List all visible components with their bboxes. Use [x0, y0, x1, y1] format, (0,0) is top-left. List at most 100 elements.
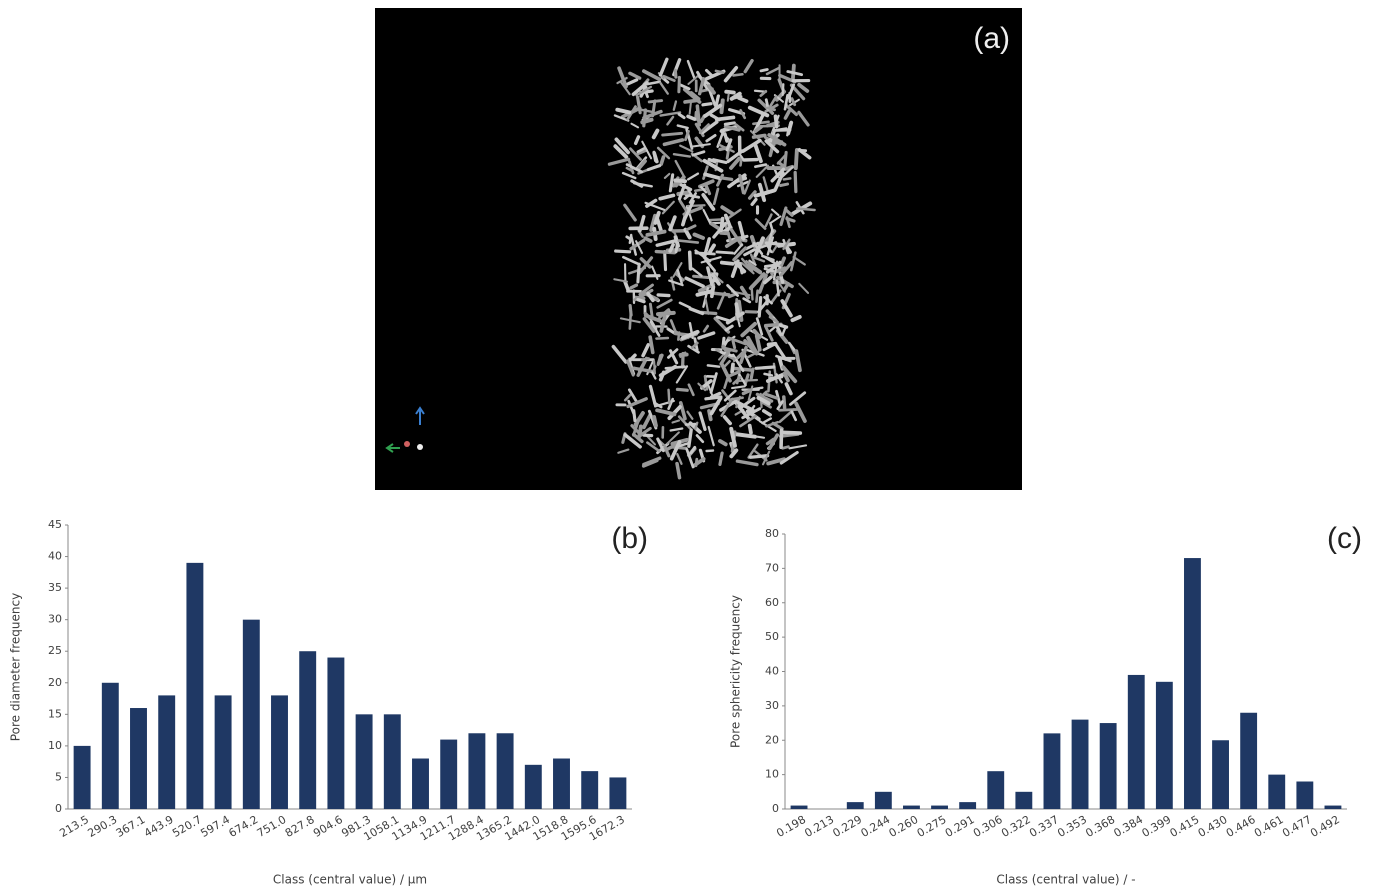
- strut: [745, 433, 766, 439]
- strut: [625, 359, 635, 377]
- strut: [763, 372, 774, 377]
- strut: [773, 114, 779, 129]
- strut: [718, 439, 728, 447]
- strut: [754, 163, 768, 169]
- strut: [723, 66, 739, 83]
- strut: [656, 437, 665, 453]
- strut: [701, 193, 716, 211]
- bar: [1268, 774, 1286, 809]
- strut: [771, 208, 780, 217]
- strut: [611, 344, 628, 364]
- strut: [656, 146, 671, 160]
- strut: [662, 138, 685, 147]
- bar: [496, 733, 514, 809]
- strut: [775, 279, 780, 297]
- strut: [771, 243, 779, 254]
- strut: [748, 259, 757, 266]
- strut: [687, 428, 693, 448]
- strut: [674, 242, 679, 254]
- strut: [796, 207, 816, 212]
- x-tick-label: 0.244: [859, 813, 893, 840]
- strut: [619, 80, 631, 96]
- strut: [697, 77, 706, 96]
- strut: [659, 155, 666, 166]
- bar: [1099, 723, 1117, 809]
- strut: [685, 447, 695, 469]
- strut: [655, 239, 677, 247]
- y-tick-label: 20: [765, 733, 779, 746]
- strut: [718, 451, 724, 466]
- strut: [765, 437, 776, 446]
- strut: [678, 401, 687, 421]
- x-axis-title: Class (central value) / µm: [273, 873, 427, 887]
- strut: [725, 138, 733, 152]
- strut: [679, 351, 687, 358]
- strut: [768, 315, 779, 324]
- strut: [653, 210, 661, 225]
- strut: [662, 74, 676, 82]
- strut: [724, 324, 734, 332]
- strut: [716, 291, 726, 310]
- strut: [759, 89, 768, 97]
- strut: [739, 345, 748, 365]
- strut: [732, 376, 742, 385]
- strut: [731, 353, 745, 372]
- strut: [737, 96, 749, 104]
- strut: [706, 266, 714, 287]
- strut: [705, 133, 717, 143]
- bar: [874, 791, 892, 809]
- x-tick-label: 0.353: [1055, 813, 1089, 840]
- strut: [700, 379, 713, 390]
- strut: [658, 193, 676, 201]
- strut: [687, 250, 693, 271]
- bar: [987, 771, 1005, 809]
- strut: [767, 133, 787, 147]
- axis-gizmo: [385, 443, 400, 453]
- bar: [790, 805, 808, 809]
- strut: [785, 216, 796, 223]
- axis-gizmo: [417, 444, 423, 450]
- strut: [648, 302, 654, 319]
- strut: [793, 170, 798, 194]
- strut: [782, 238, 791, 251]
- strut: [749, 367, 755, 380]
- strut: [686, 114, 697, 121]
- bar: [214, 695, 232, 809]
- y-tick-label: 35: [48, 581, 62, 594]
- strut: [647, 99, 664, 104]
- strut: [614, 137, 631, 155]
- strut: [753, 188, 777, 198]
- strut: [678, 301, 692, 309]
- strut: [727, 292, 737, 299]
- strut: [629, 283, 639, 290]
- strut: [632, 420, 640, 437]
- strut: [652, 415, 658, 428]
- strut: [692, 274, 710, 280]
- strut: [710, 273, 721, 286]
- strut: [642, 317, 656, 333]
- strut: [685, 224, 697, 231]
- strut: [666, 327, 676, 335]
- strut: [743, 58, 754, 74]
- strut: [659, 81, 669, 95]
- bar: [440, 739, 458, 809]
- strut: [722, 415, 732, 426]
- strut: [659, 315, 667, 333]
- strut: [724, 89, 736, 95]
- strut: [630, 179, 644, 188]
- strut: [694, 421, 699, 430]
- bar: [1155, 681, 1173, 809]
- strut: [676, 452, 683, 465]
- strut: [761, 409, 772, 417]
- bar: [327, 657, 345, 809]
- strut: [748, 272, 766, 291]
- y-tick-label: 70: [765, 561, 779, 574]
- strut: [739, 285, 751, 300]
- strut: [763, 322, 783, 328]
- axis-gizmo: [415, 406, 425, 425]
- strut: [633, 135, 641, 146]
- strut: [786, 70, 803, 77]
- strut: [753, 142, 763, 164]
- strut: [646, 164, 662, 172]
